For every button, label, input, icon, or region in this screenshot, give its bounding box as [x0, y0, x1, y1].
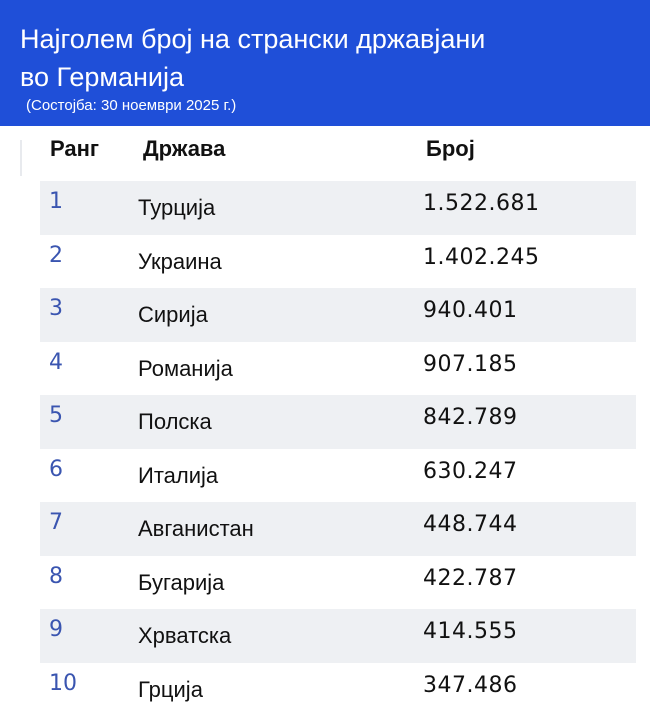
column-header-country: Држава: [143, 136, 226, 161]
table-row: 8 Бугарија 422.787: [40, 556, 636, 610]
count-cell: 940.401: [423, 298, 518, 323]
table-body: 1 Турција 1.522.681 2 Украина 1.402.245 …: [40, 181, 636, 713]
count-cell: 1.522.681: [423, 191, 540, 216]
country-cell: Хрватска: [138, 623, 232, 648]
table-row: 9 Хрватска 414.555: [40, 609, 636, 663]
rank-cell: 2: [49, 242, 63, 268]
subtitle-date: (Состојба: 30 ноември 2025 г.): [26, 97, 237, 114]
column-header-rank: Ранг: [50, 136, 100, 161]
rank-cell: 10: [49, 670, 77, 696]
country-cell: Украина: [138, 248, 222, 274]
count-cell: 1.402.245: [423, 244, 540, 270]
country-cell: Авганистан: [138, 516, 254, 541]
country-cell: Сирија: [138, 302, 208, 327]
rank-cell: 1: [49, 189, 63, 214]
table-row: 1 Турција 1.522.681: [40, 181, 636, 235]
rank-cell: 3: [49, 296, 63, 321]
country-cell: Бугарија: [138, 569, 225, 595]
table-row: 3 Сирија 940.401: [40, 288, 636, 342]
header-banner: Најголем број на странски државјани во Г…: [0, 0, 650, 126]
count-cell: 448.744: [423, 512, 518, 537]
table-row: 7 Авганистан 448.744: [40, 502, 636, 556]
country-cell: Грција: [138, 676, 203, 702]
country-cell: Полска: [138, 409, 212, 434]
count-cell: 347.486: [423, 672, 518, 698]
table-row: 2 Украина 1.402.245: [40, 235, 636, 289]
rank-cell: 9: [49, 617, 63, 642]
count-cell: 907.185: [423, 351, 518, 377]
count-cell: 422.787: [423, 565, 518, 591]
table-row: 10 Грција 347.486: [40, 663, 636, 713]
table-row: 5 Полска 842.789: [40, 395, 636, 449]
rank-cell: 7: [49, 510, 63, 535]
rank-cell: 5: [49, 403, 63, 428]
table-row: 4 Романија 907.185: [40, 342, 636, 396]
country-cell: Романија: [138, 355, 233, 381]
rank-cell: 6: [49, 456, 63, 482]
rank-cell: 4: [49, 349, 63, 375]
column-header-count: Број: [426, 136, 475, 161]
title-line-2: во Германија: [20, 62, 184, 92]
table-row: 6 Италија 630.247: [40, 449, 636, 503]
rank-cell: 8: [49, 563, 63, 589]
country-cell: Турција: [138, 195, 216, 220]
card-edge: [20, 140, 22, 176]
title-line-1: Најголем број на странски државјани: [20, 24, 486, 54]
country-cell: Италија: [138, 462, 219, 488]
count-cell: 842.789: [423, 405, 518, 430]
count-cell: 414.555: [423, 619, 518, 644]
count-cell: 630.247: [423, 458, 518, 484]
